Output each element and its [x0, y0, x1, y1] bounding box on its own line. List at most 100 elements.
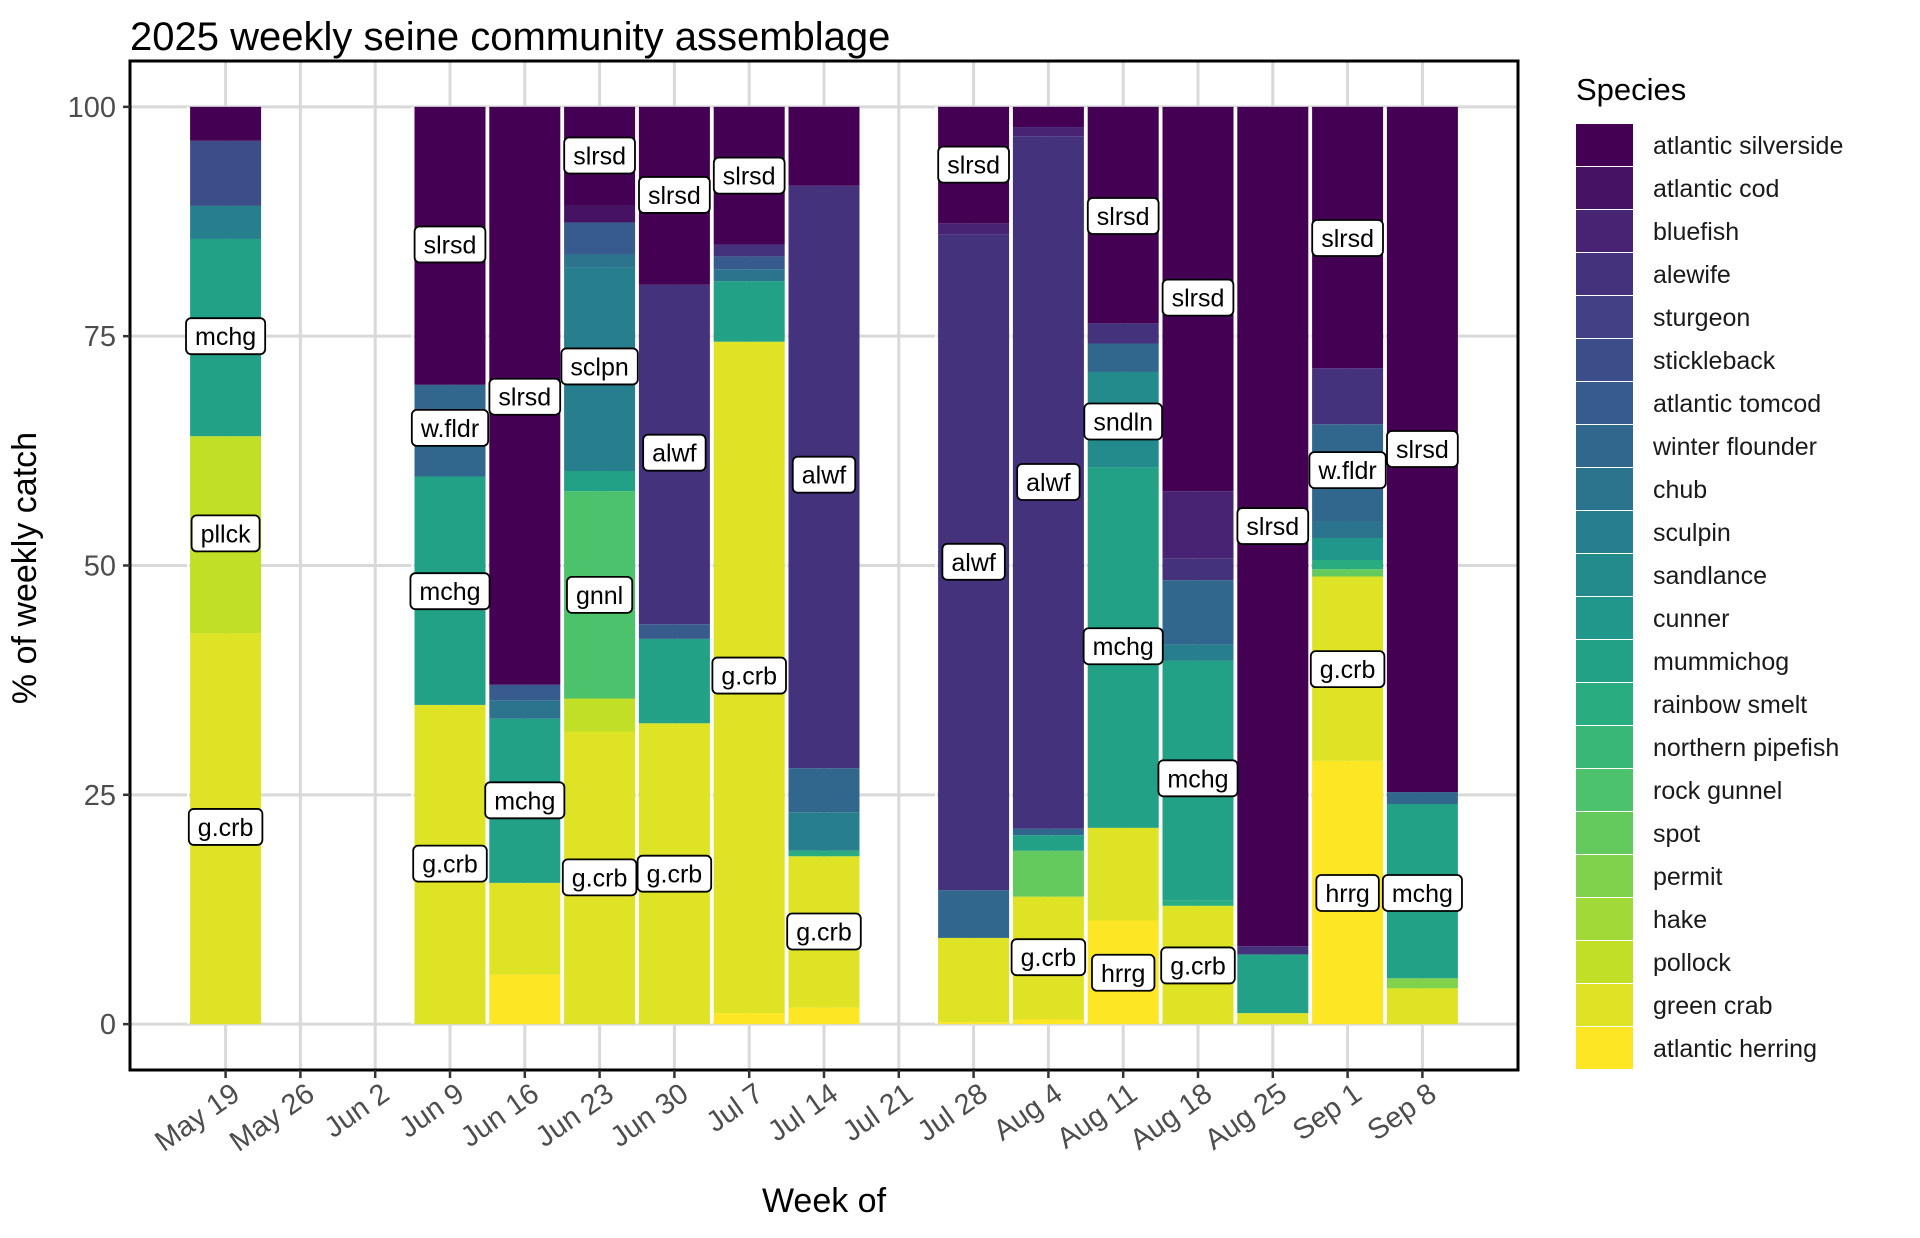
segment-label-text: slrsd: [1172, 285, 1225, 313]
legend-label: winter flounder: [1652, 433, 1817, 461]
segment-label: alwf: [1016, 463, 1081, 501]
segment-label-text: g.crb: [422, 851, 478, 879]
legend-label: green crab: [1653, 992, 1773, 1020]
segment-label-box: [566, 575, 634, 614]
segment-label-text: pllck: [201, 520, 252, 548]
bar-segment-winter-flounder: Sep 8: winter flounder 1.3%: [1386, 792, 1458, 804]
x-tick-label: Jul 21: [837, 1078, 919, 1149]
segment-label: slrsd: [1161, 278, 1235, 317]
segment-label-box: [1016, 463, 1081, 501]
bar-segment-rainbow-smelt: Sep 1: rainbow smelt 1%: [1312, 559, 1384, 570]
segment-label-box: [1161, 278, 1235, 317]
segment-label-text: slrsd: [1396, 436, 1449, 464]
legend-swatch: [1576, 898, 1633, 940]
bar-segment-winter-flounder: Jul 28: winter flounder 5.2%: [938, 890, 1010, 938]
bar-segment-winter-flounder: Aug 11: winter flounder 3.1%: [1087, 343, 1159, 372]
segment-label: mchg: [185, 317, 267, 356]
bar-segment-spot: Sep 1: spot 0.8%: [1312, 569, 1384, 577]
legend-swatch: [1576, 425, 1633, 467]
bar-segment-mummichog: Jun 30: mummichog 9.2%: [638, 638, 710, 724]
legend-item: sculpin: [1576, 511, 1731, 553]
legend-label: atlantic silverside: [1653, 132, 1843, 160]
legend-label: bluefish: [1653, 218, 1739, 246]
segment-label: slrsd: [937, 145, 1010, 184]
x-tick-label: Jun 16: [455, 1078, 545, 1154]
segment-label-box: [791, 455, 857, 494]
legend-item: hake: [1576, 898, 1707, 940]
segment-label-box: [1309, 650, 1386, 689]
bar-segment-pollock: Jun 23: pollock 3.6%: [564, 698, 636, 732]
bar-segment-cunner: Sep 1: cunner 2.4%: [1312, 537, 1384, 560]
legend-item: cunner: [1576, 597, 1729, 639]
segment-label-box: [412, 844, 488, 883]
segment-label-text: slrsd: [1246, 513, 1299, 541]
bar-segment-atlantic-herring: Jul 7: atlantic herring 1.2%: [713, 1013, 785, 1025]
x-tick-label: Aug 11: [1051, 1078, 1143, 1156]
legend-label: sturgeon: [1653, 304, 1750, 332]
segment-label-text: alwf: [951, 549, 996, 577]
legend-swatch: [1576, 253, 1633, 295]
x-tick-label: Jun 2: [319, 1078, 395, 1145]
segment-label: mchg: [1381, 874, 1463, 912]
bar-segment-winter-flounder: Jul 14: winter flounder 4.8%: [788, 768, 860, 813]
x-tick-label: Aug 25: [1199, 1078, 1293, 1157]
segment-label-text: g.crb: [721, 663, 777, 691]
segment-label-box: [410, 409, 490, 447]
segment-label-box: [1083, 402, 1163, 441]
bar-segment-chub: Sep 1: chub 1.8%: [1312, 521, 1384, 538]
segment-label: g.crb: [786, 912, 862, 951]
bar-segment-atlantic-silverside: Jul 14: atlantic silverside 8.6%: [788, 106, 860, 186]
segment-label-text: gnnl: [576, 582, 623, 610]
x-axis-title: Week of: [762, 1182, 887, 1220]
legend-swatch: [1576, 855, 1633, 897]
segment-label: mchg: [409, 572, 491, 611]
legend-swatch: [1576, 554, 1633, 596]
segment-label-text: hrrg: [1325, 880, 1369, 908]
segment-label-box: [1086, 197, 1160, 235]
bar-segment-alewife: Aug 11: alewife 2.2%: [1087, 323, 1159, 344]
segment-label: slrsd: [638, 176, 711, 214]
bar-segment-rainbow-smelt: Aug 18: rainbow smelt 0.6%: [1162, 900, 1234, 906]
segment-label-box: [187, 808, 264, 846]
bar-segment-chub: Jun 16: chub 2%: [489, 700, 561, 719]
segment-label: hrrg: [1315, 874, 1380, 912]
legend-label: spot: [1653, 820, 1700, 848]
legend-swatch: [1576, 468, 1633, 510]
segment-label: g.crb: [412, 844, 488, 883]
segment-label: g.crb: [1160, 946, 1236, 985]
legend-label: atlantic herring: [1653, 1035, 1817, 1063]
segment-label-box: [1010, 938, 1087, 977]
segment-label-box: [937, 145, 1010, 184]
legend-label: sculpin: [1653, 519, 1731, 547]
segment-label: pllck: [190, 514, 261, 553]
segment-label-text: g.crb: [1320, 656, 1376, 684]
legend-item: atlantic herring: [1576, 1027, 1817, 1069]
legend-item: winter flounder: [1576, 425, 1817, 467]
y-tick-label: 0: [100, 1009, 116, 1041]
segment-label-text: slrsd: [424, 231, 477, 259]
segment-label-text: hrrg: [1101, 960, 1145, 988]
segment-label-box: [1311, 219, 1384, 257]
segment-label-text: alwf: [802, 462, 847, 490]
legend: atlantic silverside atlantic cod bluefish a…: [1576, 124, 1843, 1069]
segment-label: slrsd: [488, 377, 562, 416]
legend-label: northern pipefish: [1653, 734, 1839, 762]
legend-swatch: [1576, 726, 1633, 768]
legend-label: chub: [1653, 476, 1707, 504]
bar-segment-atlantic-herring: Jul 14: atlantic herring 1.8%: [788, 1007, 860, 1025]
bar-segment-alewife: Jul 7: alewife 1.3%: [713, 244, 785, 257]
segment-label: sndln: [1083, 402, 1163, 441]
legend-swatch: [1576, 339, 1633, 381]
legend-label: mummichog: [1653, 648, 1789, 676]
bar-segment-mummichog: Aug 4: mummichog 1.7%: [1012, 835, 1084, 851]
legend-label: hake: [1653, 906, 1707, 934]
x-tick-label: Sep 1: [1287, 1078, 1367, 1148]
segment-label-text: mchg: [1392, 880, 1453, 908]
bar-segment-winter-flounder: Aug 4: winter flounder 0.7%: [1012, 828, 1084, 836]
segment-label-text: w.fldr: [1317, 457, 1376, 485]
bar-segment-green-crab: Sep 8: green crab 3.9%: [1386, 988, 1458, 1025]
segment-label-text: sclpn: [570, 353, 628, 381]
legend-swatch: [1576, 984, 1633, 1026]
